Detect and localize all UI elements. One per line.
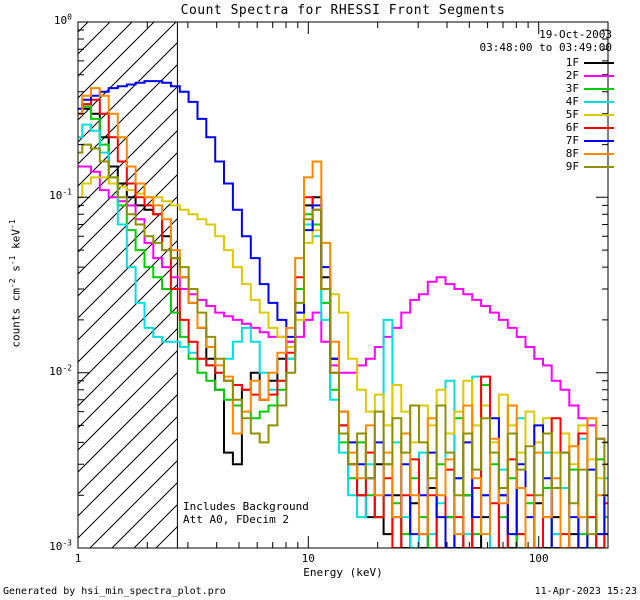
spectrum-series-2F (78, 165, 608, 444)
observation-datetime: 19-Oct-2003 03:48:00 to 03:49:00 (480, 28, 612, 54)
spectrum-series-1F (78, 107, 608, 548)
y-tick-label-0.1: 10-1 (49, 187, 72, 203)
spectrum-series-3F (78, 105, 608, 548)
y-tick-label-0.01: 10-2 (49, 363, 72, 378)
legend-color-line (584, 152, 614, 155)
legend-color-line (584, 165, 614, 168)
legend-label: 7F (565, 134, 579, 147)
legend-item-1F: 1F (566, 56, 614, 69)
observation-time-range: 03:48:00 to 03:49:00 (479, 41, 612, 54)
legend-item-5F: 5F (566, 108, 614, 121)
background-note: Includes Background (183, 500, 309, 513)
legend-color-line (584, 100, 614, 103)
spectrum-series-8F (78, 87, 608, 548)
legend-label: 2F (565, 69, 579, 82)
spectrum-series-4F (78, 123, 608, 548)
hatch-lines (78, 22, 178, 548)
attenuator-note: Att A0, FDecim 2 (183, 513, 289, 526)
legend-color-line (584, 61, 614, 64)
legend-label: 1F (565, 56, 579, 69)
legend-color-line (584, 87, 614, 90)
legend-item-9F: 9F (566, 160, 614, 173)
legend-color-line (584, 126, 614, 129)
spectrum-series-9F (78, 143, 608, 536)
generator-credit: Generated by hsi_min_spectra_plot.pro (3, 586, 226, 597)
legend-color-line (584, 113, 614, 116)
observation-date: 19-Oct-2003 (539, 28, 612, 41)
plot-frame (77, 21, 609, 549)
legend-item-6F: 6F (566, 121, 614, 134)
legend-label: 8F (565, 147, 579, 160)
y-tick-label-0.001: 10-3 (49, 538, 72, 553)
legend-item-7F: 7F (566, 134, 614, 147)
legend-item-2F: 2F (566, 69, 614, 82)
legend-item-3F: 3F (566, 82, 614, 95)
plot-title: Count Spectra for RHESSI Front Segments (180, 3, 506, 18)
y-tick-label-1: 100 (53, 12, 72, 27)
legend-item-4F: 4F (566, 95, 614, 108)
x-tick-label-10: 10 (301, 552, 315, 565)
legend-label: 6F (565, 121, 579, 134)
legend-item-8F: 8F (566, 147, 614, 160)
x-tick-label-1: 1 (74, 552, 82, 565)
legend-label: 3F (565, 82, 579, 95)
x-tick-label-100: 100 (528, 552, 549, 565)
x-axis-title: Energy (keV) (303, 566, 383, 579)
detector-legend: 1F 2F 3F 4F 5F 6F 7F 8F 9F (566, 56, 614, 173)
legend-label: 9F (565, 160, 579, 173)
legend-label: 4F (565, 95, 579, 108)
legend-label: 5F (565, 108, 579, 121)
y-axis-title: counts cm-2 s-1 keV-1 (7, 219, 23, 348)
axis-ticks (77, 21, 609, 549)
legend-color-line (584, 74, 614, 77)
render-timestamp: 11-Apr-2023 15:23 (534, 586, 637, 597)
legend-color-line (584, 139, 614, 142)
